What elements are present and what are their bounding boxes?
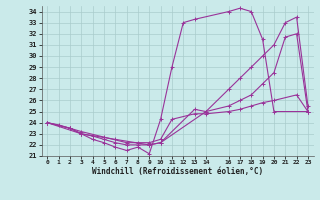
X-axis label: Windchill (Refroidissement éolien,°C): Windchill (Refroidissement éolien,°C) bbox=[92, 167, 263, 176]
